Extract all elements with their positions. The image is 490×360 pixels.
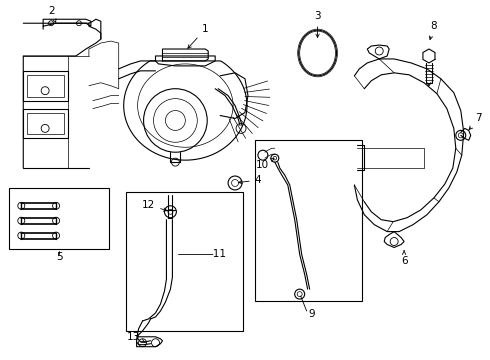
Bar bbox=[9, 188, 109, 249]
Text: -11: -11 bbox=[210, 249, 227, 260]
Text: 3: 3 bbox=[314, 11, 321, 37]
Bar bbox=[23, 109, 68, 138]
Text: 13: 13 bbox=[127, 332, 146, 343]
Text: 4: 4 bbox=[239, 175, 261, 185]
Bar bbox=[23, 71, 68, 100]
Text: 12: 12 bbox=[142, 200, 167, 211]
Text: 5: 5 bbox=[56, 252, 62, 262]
Text: 10: 10 bbox=[255, 158, 274, 170]
Bar bbox=[27, 75, 64, 96]
Text: 1: 1 bbox=[188, 24, 209, 48]
Text: 6: 6 bbox=[401, 251, 407, 266]
Text: 9: 9 bbox=[308, 309, 315, 319]
Bar bbox=[27, 113, 64, 134]
Text: 8: 8 bbox=[429, 21, 437, 40]
Text: 7: 7 bbox=[469, 113, 482, 130]
Bar bbox=[125, 192, 243, 331]
Text: 2: 2 bbox=[48, 6, 56, 22]
Bar bbox=[255, 140, 362, 301]
